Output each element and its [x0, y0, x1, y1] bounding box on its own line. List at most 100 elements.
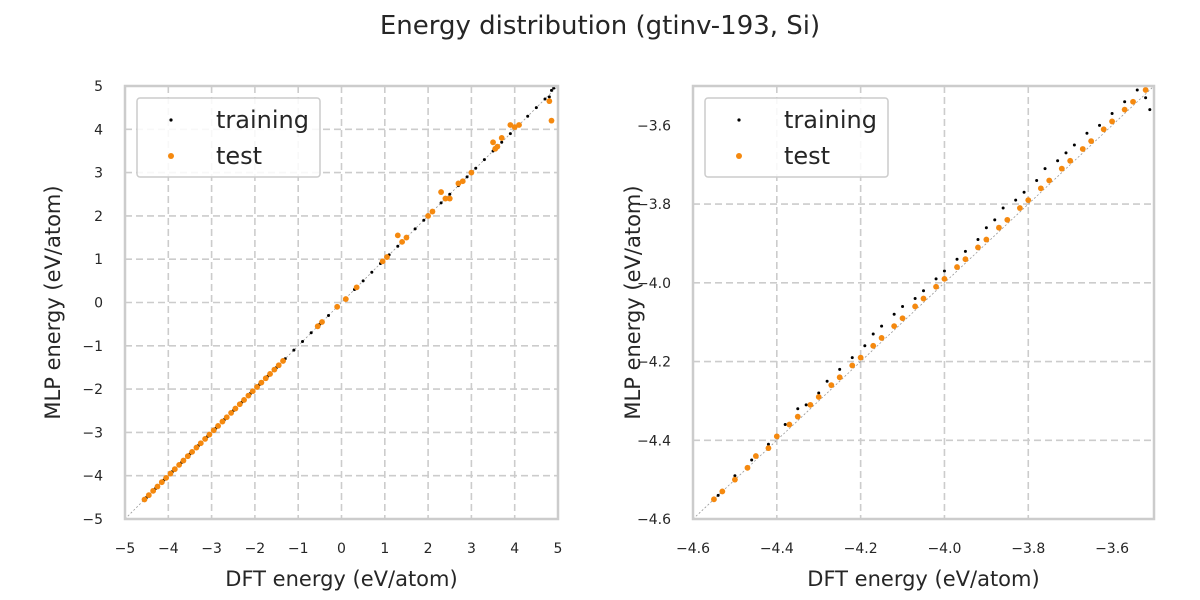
test-point: [1067, 157, 1074, 164]
test-point: [232, 405, 239, 412]
training-point: [361, 279, 365, 283]
x-tick-label: −4.4: [760, 541, 794, 557]
test-point: [193, 444, 200, 451]
training-point: [716, 493, 720, 497]
training-point: [439, 201, 443, 205]
test-point: [878, 335, 885, 341]
test-point: [773, 433, 780, 440]
y-tick-label: 1: [94, 252, 103, 268]
test-point: [267, 371, 273, 377]
training-point: [804, 403, 808, 407]
test-point: [899, 315, 906, 322]
training-point: [550, 88, 553, 92]
test-point: [1130, 98, 1136, 105]
training-point: [1001, 206, 1005, 210]
x-tick-label: −3.6: [1095, 541, 1129, 557]
y-tick-label: 2: [94, 209, 103, 225]
training-point: [913, 297, 917, 301]
training-point: [783, 423, 787, 427]
training-point: [534, 106, 538, 110]
test-point: [167, 470, 174, 477]
x-axis-label: DFT energy (eV/atom): [225, 567, 457, 591]
training-point: [1148, 108, 1152, 112]
training-point: [1123, 100, 1127, 104]
test-point: [996, 224, 1002, 231]
test-point: [765, 445, 772, 452]
test-point: [206, 431, 213, 438]
test-point: [446, 195, 453, 202]
y-tick-label: 3: [94, 166, 103, 182]
legend-marker-test: [736, 153, 742, 159]
test-point: [962, 256, 969, 263]
legend: training test: [136, 97, 321, 178]
y-axis-label: MLP energy (eV/atom): [41, 185, 65, 419]
test-point: [271, 366, 278, 373]
test-point: [870, 342, 877, 349]
test-point: [342, 296, 349, 302]
figure-title: Energy distribution (gtinv-193, Si): [380, 11, 820, 41]
test-point: [468, 169, 475, 176]
training-point: [993, 218, 997, 222]
test-point: [1058, 165, 1065, 172]
test-point: [1046, 177, 1053, 184]
test-point: [983, 236, 990, 243]
training-point: [301, 339, 305, 343]
test-point: [379, 258, 386, 265]
test-point: [171, 466, 178, 473]
test-point: [154, 483, 161, 490]
training-point: [1022, 190, 1026, 194]
test-point: [794, 413, 801, 420]
training-point: [934, 277, 938, 281]
training-point: [465, 175, 469, 179]
legend: training test: [704, 97, 889, 178]
training-point: [396, 244, 400, 248]
test-point: [857, 354, 864, 361]
test-point: [933, 283, 939, 290]
y-axis-label: MLP energy (eV/atom): [621, 185, 645, 419]
training-point: [817, 391, 821, 395]
training-point: [1072, 143, 1076, 147]
test-point: [507, 122, 514, 128]
x-tick-label: 4: [510, 541, 519, 557]
test-point: [236, 401, 243, 408]
test-point: [786, 421, 793, 428]
legend-marker-training: [169, 118, 173, 122]
y-tick-label: −3.8: [637, 197, 671, 213]
training-point: [901, 304, 905, 308]
test-point: [184, 453, 191, 460]
training-point: [543, 97, 547, 101]
test-point: [711, 496, 717, 503]
test-point: [548, 117, 555, 124]
training-point: [1110, 112, 1114, 116]
training-point: [1144, 96, 1148, 100]
test-point: [249, 388, 256, 395]
test-point: [197, 440, 204, 447]
training-point: [850, 356, 854, 360]
x-tick-label: −2: [245, 541, 266, 557]
training-point: [825, 379, 829, 383]
test-point: [752, 453, 759, 459]
test-point: [732, 476, 738, 483]
test-point: [954, 264, 960, 270]
test-point: [1100, 126, 1107, 133]
training-point: [1085, 131, 1089, 135]
y-tick-label: 4: [94, 122, 103, 138]
y-tick-label: −4.6: [637, 512, 671, 528]
test-point: [223, 414, 230, 421]
test-point: [516, 122, 522, 128]
y-tick-label: −4.4: [637, 433, 671, 449]
test-point: [189, 448, 196, 455]
training-point: [942, 269, 946, 273]
test-point: [828, 382, 835, 389]
plot-frame: [691, 84, 1156, 521]
test-point: [1142, 87, 1149, 93]
test-point: [403, 234, 410, 241]
y-tick-label: −5: [82, 512, 103, 528]
training-point: [1014, 198, 1018, 202]
training-point: [552, 86, 556, 90]
test-point: [210, 427, 217, 434]
training-point: [422, 218, 426, 222]
test-point: [511, 124, 518, 131]
x-tick-label: −4: [158, 541, 179, 557]
